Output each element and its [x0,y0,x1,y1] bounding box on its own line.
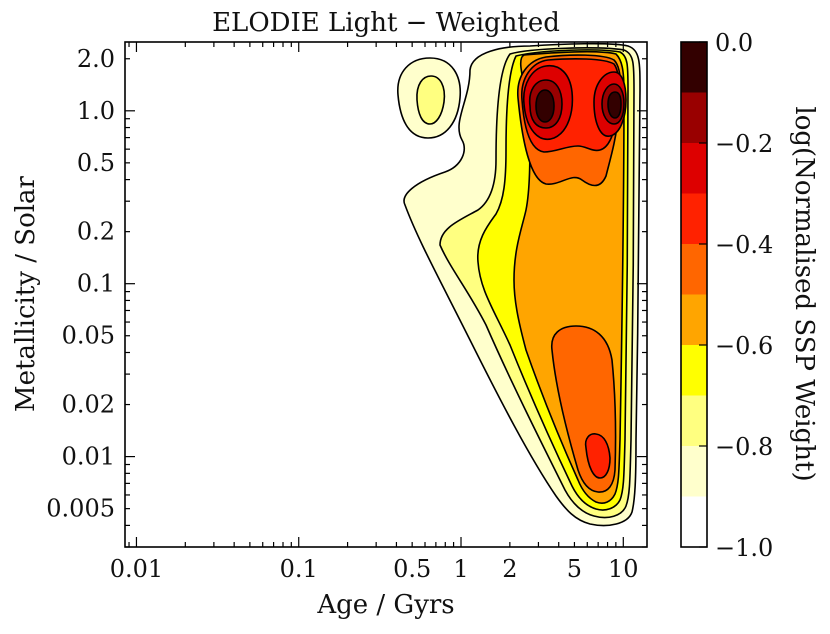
y-tick-label: 0.01 [62,443,115,471]
colorbar-label: log(Normalised SSP Weight) [789,106,819,481]
colorbar-segment [681,143,707,194]
contour-peak-left [535,89,555,123]
colorbar-tick-label: 0.0 [715,29,753,57]
colorbar-tick-label: −0.6 [715,332,773,360]
x-tick-label: 0.01 [110,555,163,583]
colorbar-segment [681,395,707,446]
colorbar-tick-label: −0.2 [715,130,773,158]
y-tick-label: 2.0 [77,45,115,73]
colorbar: 0.0 −0.2 −0.4 −0.6 −0.8 −1.0 [680,29,773,562]
x-axis: 0.01 0.1 0.5 1 2 5 10 [110,42,639,583]
y-axis: 0.005 0.01 0.02 0.05 0.1 0.2 0.5 1.0 2.0 [46,45,647,548]
y-tick-label: 0.2 [77,218,115,246]
contour-field [397,42,641,527]
y-tick-label: 0.02 [62,391,115,419]
contour-island-level-0.8 [416,75,446,125]
colorbar-frame [680,41,708,548]
colorbar-segment [681,193,707,244]
chart-title: ELODIE Light − Weighted [212,8,560,38]
colorbar-tick-label: −1.0 [715,534,773,562]
x-tick-label: 1 [453,555,468,583]
y-tick-label: 1.0 [77,97,115,125]
x-tick-label: 10 [608,555,639,583]
colorbar-tick-label: −0.4 [715,231,773,259]
colorbar-segment [681,42,707,93]
y-tick-label: 0.005 [46,495,115,523]
colorbar-tick-label: −0.8 [715,433,773,461]
axes-frame [124,41,648,548]
colorbar-segment [681,294,707,345]
colorbar-segment [681,446,707,497]
colorbar-segment [681,496,707,547]
colorbar-segment [681,244,707,295]
y-tick-label: 0.5 [77,149,115,177]
x-axis-label: Age / Gyrs [316,590,454,620]
y-axis-label: Metallicity / Solar [11,175,41,411]
colorbar-segment [681,92,707,143]
y-tick-label: 0.1 [77,270,115,298]
x-tick-label: 0.1 [280,555,318,583]
x-tick-label: 0.5 [393,555,431,583]
colorbar-segment [681,345,707,396]
contour-peak-right [607,91,622,119]
x-tick-label: 2 [502,555,517,583]
x-tick-label: 5 [567,555,582,583]
y-tick-label: 0.05 [62,322,115,350]
contour-region-level-0.4-lower [584,433,611,479]
